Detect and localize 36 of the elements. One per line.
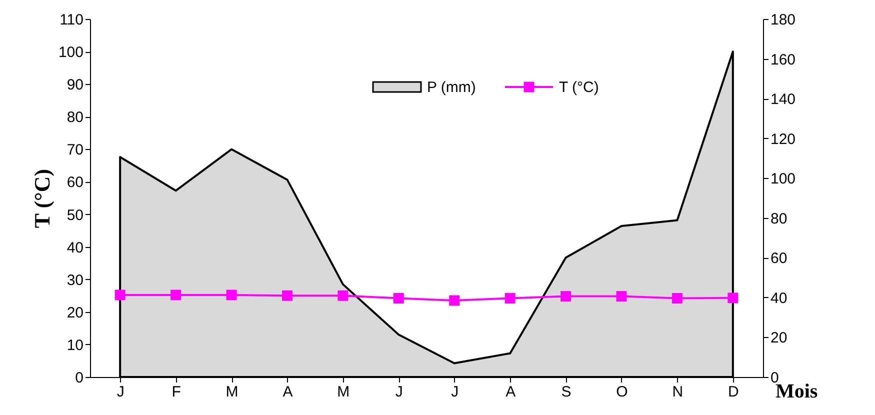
x-tick-label: A [506, 384, 516, 400]
x-tick-label: J [395, 384, 403, 400]
x-tick-label: M [337, 384, 350, 400]
y-tick-label: 10 [66, 336, 84, 354]
legend-label: T (°C) [559, 79, 599, 96]
y-tick-label: 0 [75, 370, 84, 386]
y2-tick-label: 40 [770, 290, 788, 307]
legend-label: P (mm) [427, 79, 476, 96]
x-tick-label: S [561, 384, 572, 400]
x-tick-label: A [282, 384, 293, 400]
x-tick-label: M [226, 384, 238, 400]
y-tick-label: 110 [60, 12, 84, 28]
x-tick-label: N [672, 384, 684, 400]
y-tick-label: 50 [66, 206, 84, 224]
y-tick-label: 100 [58, 44, 84, 62]
x-tick-label: J [116, 384, 124, 400]
y-tick-label: 60 [66, 174, 84, 192]
y-tick-label: 20 [66, 304, 84, 322]
x-tick-label: J [451, 384, 459, 400]
y-tick-label: 90 [66, 76, 84, 94]
y-tick-label: 70 [66, 142, 84, 159]
y-axis-title: T (°C) [29, 168, 54, 228]
y2-tick-label: 160 [770, 51, 796, 68]
x-tick-label: F [172, 384, 181, 400]
x-tick-label: O [616, 384, 628, 400]
y2-tick-label: 180 [770, 12, 796, 28]
y2-tick-label: 60 [770, 250, 788, 268]
y2-tick-label: 80 [770, 210, 788, 228]
y-tick-label: 30 [66, 272, 84, 289]
y-tick-label: 80 [66, 109, 84, 126]
y2-tick-label: 100 [770, 170, 796, 188]
y2-tick-label: 120 [770, 130, 796, 148]
y2-tick-label: 20 [770, 330, 788, 347]
y2-tick-label: 140 [770, 91, 796, 108]
x-tick-label: D [728, 384, 739, 400]
y-tick-label: 40 [66, 239, 84, 256]
